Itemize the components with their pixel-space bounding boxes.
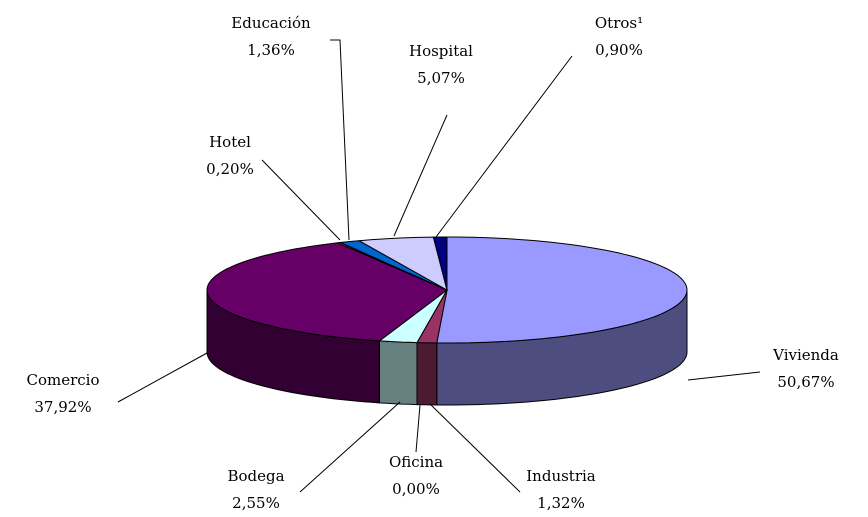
leader-line <box>393 114 448 237</box>
slice-label: Hospital <box>409 42 473 60</box>
leader-line <box>330 39 350 241</box>
leader-line <box>435 55 573 238</box>
leader-line <box>429 403 521 493</box>
leader-line <box>687 371 761 381</box>
value-label: 5,07% <box>417 69 465 87</box>
pie-slice-side <box>416 342 438 406</box>
pie-slice <box>436 236 688 344</box>
pie-slice <box>206 242 448 342</box>
value-label: 1,36% <box>247 41 295 59</box>
slice-label: Bodega <box>227 467 284 485</box>
slice-label: Vivienda <box>772 346 839 364</box>
slice-label: Hotel <box>209 133 251 151</box>
slice-label: Comercio <box>26 371 99 389</box>
value-label: 50,67% <box>777 373 834 391</box>
slice-label: Industria <box>526 467 596 485</box>
value-label: 0,00% <box>392 480 440 498</box>
pie-slice-side <box>378 340 418 406</box>
value-label: 37,92% <box>34 398 91 416</box>
value-label: 2,55% <box>232 494 280 512</box>
slice-label: Oficina <box>389 453 443 471</box>
leader-line <box>261 159 341 241</box>
value-label: 0,90% <box>595 41 643 59</box>
leader-line <box>117 352 208 403</box>
value-label: 0,20% <box>206 160 254 178</box>
slice-label: Educación <box>231 14 311 32</box>
slice-label: Otros¹ <box>595 14 643 32</box>
pie-slice <box>432 236 448 291</box>
value-label: 1,32% <box>537 494 585 512</box>
leader-line <box>299 401 401 493</box>
leader-line <box>415 404 421 453</box>
pie-slice <box>357 236 448 292</box>
